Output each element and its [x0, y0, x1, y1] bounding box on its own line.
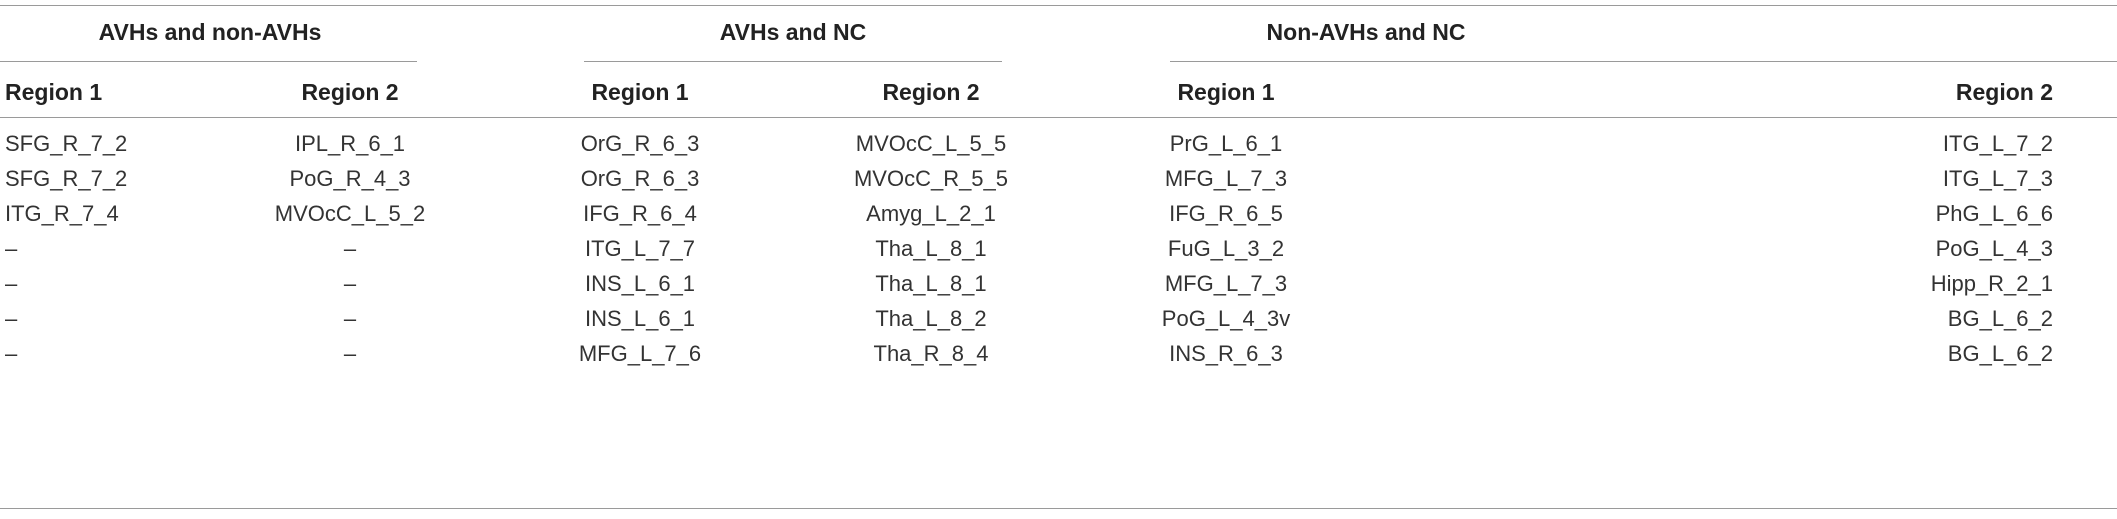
table-cell: PrG_L_6_1 — [1169, 131, 1283, 156]
column-header: Region 1 — [5, 79, 103, 105]
table-cell: ITG_R_7_4 — [5, 201, 119, 226]
column-header: Region 1 — [1177, 79, 1275, 105]
table-cell: MFG_L_7_6 — [578, 341, 702, 366]
table-cell: Tha_R_8_4 — [873, 341, 989, 366]
table-cell: MFG_L_7_3 — [1164, 271, 1288, 296]
table-cell: – — [5, 341, 18, 366]
table-cell: PoG_L_4_3 — [1935, 236, 2053, 261]
table-cell: Hipp_R_2_1 — [1930, 271, 2053, 296]
group-title-avhs-non-avhs: AVHs and non-AVHs — [98, 19, 322, 45]
table-cell: ITG_L_7_7 — [584, 236, 696, 261]
table-cell: IFG_R_6_4 — [583, 201, 697, 226]
group-title-non-avhs-nc: Non-AVHs and NC — [1266, 19, 1466, 45]
table-cell: MVOcC_L_5_5 — [855, 131, 1007, 156]
table-cell: INS_L_6_1 — [584, 306, 696, 331]
group-rule-3 — [1170, 61, 2117, 62]
group-title-avhs-nc: AVHs and NC — [719, 19, 867, 45]
table-cell: Tha_L_8_1 — [875, 271, 987, 296]
table-cell: – — [343, 236, 357, 261]
table-cell: – — [5, 271, 18, 296]
top-rule — [0, 5, 2117, 6]
table-cell: Tha_L_8_1 — [875, 236, 987, 261]
column-header: Region 1 — [591, 79, 689, 105]
table-cell: MFG_L_7_3 — [1164, 166, 1288, 191]
table-cell: BG_L_6_2 — [1947, 341, 2053, 366]
table-cell: – — [5, 236, 18, 261]
table-cell: FuG_L_3_2 — [1167, 236, 1285, 261]
column-header: Region 2 — [1955, 79, 2053, 105]
column-header: Region 2 — [301, 79, 399, 105]
table-cell: Amyg_L_2_1 — [866, 201, 996, 226]
table-cell: INS_L_6_1 — [584, 271, 696, 296]
table-cell: OrG_R_6_3 — [580, 131, 700, 156]
table-cell: – — [5, 306, 18, 331]
table-cell: INS_R_6_3 — [1169, 341, 1283, 366]
table-cell: IFG_R_6_5 — [1169, 201, 1283, 226]
group-rule-1 — [0, 61, 417, 62]
column-header: Region 2 — [882, 79, 980, 105]
group-rule-2 — [584, 61, 1002, 62]
table-cell: SFG_R_7_2 — [5, 166, 128, 191]
table-cell: OrG_R_6_3 — [580, 166, 700, 191]
table-cell: Tha_L_8_2 — [875, 306, 987, 331]
table-cell: – — [343, 271, 357, 296]
table-cell: – — [343, 306, 357, 331]
table-cell: BG_L_6_2 — [1947, 306, 2053, 331]
table-cell: PoG_L_4_3v — [1161, 306, 1291, 331]
table-cell: MVOcC_R_5_5 — [853, 166, 1009, 191]
table-cell: PhG_L_6_6 — [1935, 201, 2053, 226]
table-cell: ITG_L_7_2 — [1942, 131, 2053, 156]
table-cell: PoG_R_4_3 — [289, 166, 411, 191]
table-cell: IPL_R_6_1 — [294, 131, 406, 156]
table-cell: MVOcC_L_5_2 — [274, 201, 426, 226]
table-cell: ITG_L_7_3 — [1942, 166, 2053, 191]
table-cell: – — [343, 341, 357, 366]
table-cell: SFG_R_7_2 — [5, 131, 128, 156]
header-rule — [0, 117, 2117, 118]
bottom-rule — [0, 508, 2117, 509]
